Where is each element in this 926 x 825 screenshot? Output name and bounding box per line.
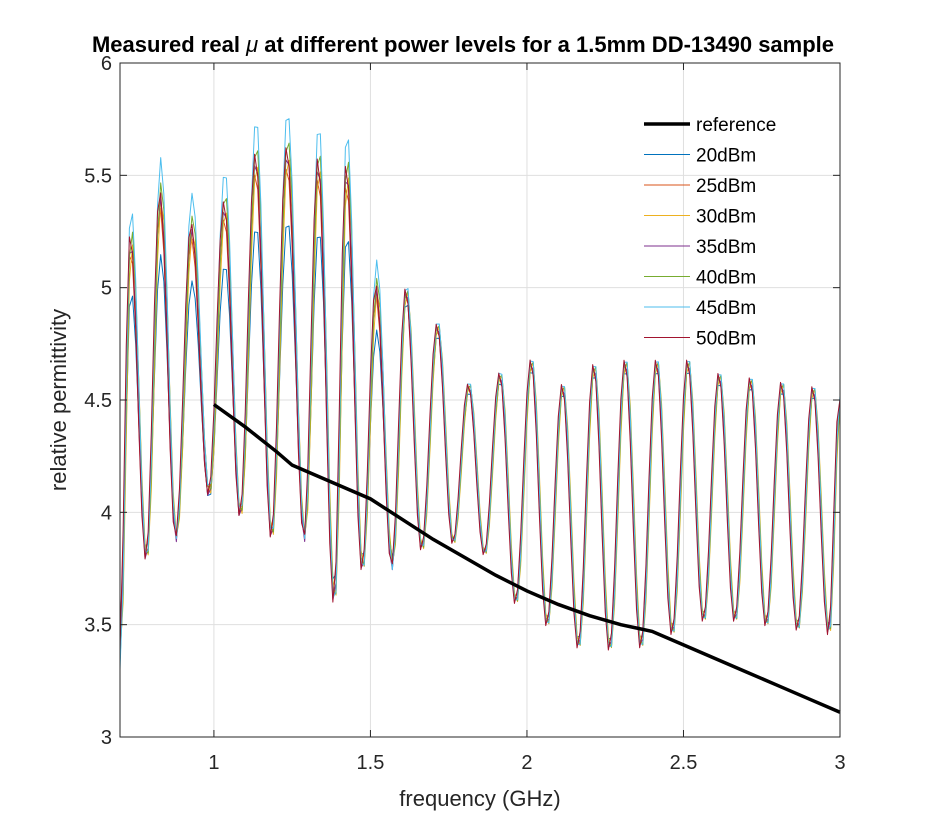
legend-label: 45dBm <box>696 298 756 319</box>
x-tick-label: 1.5 <box>357 752 385 774</box>
series-line-50dBm <box>119 147 841 651</box>
legend-label: 25dBm <box>696 176 756 197</box>
y-tick-label: 4.5 <box>84 390 112 412</box>
y-tick-label: 4 <box>101 502 112 524</box>
y-tick-label: 5.5 <box>84 165 112 187</box>
legend-label: 40dBm <box>696 268 756 289</box>
y-axis-label: relative permittivity <box>46 309 71 491</box>
x-tick-label: 1 <box>208 752 219 774</box>
y-tick-label: 3 <box>101 727 112 749</box>
axis-ticks: 1 1.5 2 2.5 3 3 3.5 4 4.5 5 5.5 6 <box>84 53 845 774</box>
y-tick-label: 5 <box>101 278 112 300</box>
x-tick-label: 2.5 <box>670 752 698 774</box>
x-tick-label: 2 <box>521 752 532 774</box>
chart-title: Measured real μ at different power level… <box>92 32 834 57</box>
legend-label: 20dBm <box>696 146 756 167</box>
legend-label: 35dBm <box>696 237 756 258</box>
legend-label: reference <box>696 115 776 136</box>
series-layer <box>119 118 841 670</box>
y-tick-label: 6 <box>101 53 112 75</box>
legend-label: 50dBm <box>696 329 756 350</box>
x-tick-label: 3 <box>834 752 845 774</box>
reference-layer <box>212 403 841 714</box>
legend-label: 30dBm <box>696 207 756 228</box>
y-tick-label: 3.5 <box>84 615 112 637</box>
x-axis-label: frequency (GHz) <box>399 786 560 811</box>
legend: reference 20dBm 25dBm 30dBm 35dBm 40dBm 45dBm 5… <box>644 115 776 350</box>
series-line-reference <box>212 403 841 714</box>
